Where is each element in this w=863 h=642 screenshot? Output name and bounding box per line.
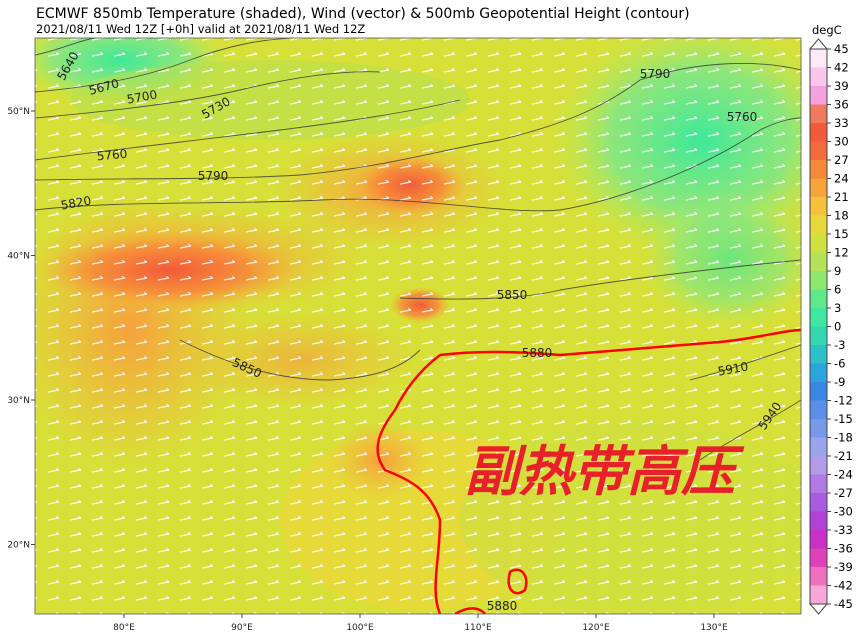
contour-label: 5700 bbox=[126, 87, 159, 106]
colorbar-cell bbox=[810, 104, 827, 124]
colorbar-cell bbox=[810, 326, 827, 346]
colorbar-label: 21 bbox=[834, 190, 849, 204]
colorbar-label: 30 bbox=[834, 135, 849, 149]
colorbar-cell bbox=[810, 271, 827, 290]
colorbar-label: -3 bbox=[834, 338, 845, 352]
colorbar-end bbox=[808, 38, 829, 50]
colorbar-label: 0 bbox=[834, 320, 841, 334]
colorbar-cell bbox=[810, 530, 827, 549]
colorbar-cell bbox=[810, 567, 827, 586]
colorbar-cell bbox=[810, 123, 827, 142]
colorbar-cell bbox=[810, 345, 827, 364]
colorbar-cell bbox=[810, 252, 827, 272]
colorbar-cell bbox=[810, 511, 827, 531]
colorbar-label: 3 bbox=[834, 301, 841, 315]
colorbar-label: 6 bbox=[834, 283, 841, 297]
contour-label: 5910 bbox=[717, 359, 750, 378]
colorbar-label: 9 bbox=[834, 264, 841, 278]
subtropical-high-contour bbox=[376, 328, 801, 614]
colorbar-label: 33 bbox=[834, 116, 849, 130]
colorbar-cell bbox=[810, 67, 827, 87]
colorbar-cell bbox=[810, 289, 827, 309]
colorbar-cell bbox=[810, 493, 827, 512]
colorbar-label: 36 bbox=[834, 98, 849, 112]
colorbar-label: -21 bbox=[834, 449, 853, 463]
colorbar-label: 27 bbox=[834, 153, 849, 167]
lon-tick-label: 80°E bbox=[113, 623, 135, 633]
colorbar-label: 39 bbox=[834, 79, 849, 93]
lon-tick-label: 90°E bbox=[231, 623, 253, 633]
annotation: 副热带高压 bbox=[465, 440, 745, 503]
colorbar-cell bbox=[810, 197, 827, 216]
colorbar-label: -12 bbox=[834, 394, 853, 408]
colorbar-cell bbox=[810, 49, 827, 68]
colorbar-label: -30 bbox=[834, 505, 853, 519]
colorbar-label: 15 bbox=[834, 227, 849, 241]
colorbar-cell bbox=[810, 86, 827, 105]
colorbar-cell bbox=[810, 419, 827, 438]
colorbar-cell bbox=[810, 437, 827, 457]
colorbar-label: -9 bbox=[834, 375, 845, 389]
colorbar-label: -39 bbox=[834, 560, 853, 574]
contour-label: 5880 bbox=[522, 346, 553, 360]
colorbar-label: -15 bbox=[834, 412, 853, 426]
lat-tick-label: 30°N bbox=[7, 396, 30, 406]
colorbar-label: 24 bbox=[834, 172, 849, 186]
colorbar-label: 42 bbox=[834, 61, 849, 75]
contours bbox=[35, 38, 801, 461]
contour-label: 5760 bbox=[727, 110, 758, 124]
colorbar-cell bbox=[810, 585, 827, 605]
colorbar-label: -42 bbox=[834, 579, 853, 593]
colorbar-label: -27 bbox=[834, 486, 853, 500]
colorbar-cell bbox=[810, 400, 827, 420]
contour-label: 5790 bbox=[640, 67, 671, 81]
subtitle: 2021/08/11 Wed 12Z [+0h] valid at 2021/0… bbox=[36, 22, 365, 36]
colorbar-cell bbox=[810, 456, 827, 475]
contour-label: 5820 bbox=[60, 193, 93, 212]
colorbar-label: -6 bbox=[834, 357, 845, 371]
colorbar-unit: degC bbox=[812, 23, 842, 37]
lon-tick-label: 100°E bbox=[346, 623, 374, 633]
map-frame bbox=[34, 37, 802, 615]
contour-label: 5850 bbox=[497, 288, 528, 302]
colorbar-cell bbox=[810, 215, 827, 235]
colorbar-label: -33 bbox=[834, 523, 853, 537]
lon-tick-label: 120°E bbox=[582, 623, 610, 633]
colorbar-cell bbox=[810, 363, 827, 383]
contour-label: 5880 bbox=[487, 599, 518, 613]
title: ECMWF 850mb Temperature (shaded), Wind (… bbox=[36, 6, 690, 22]
colorbar-cell bbox=[810, 178, 827, 198]
colorbar-cell bbox=[810, 474, 827, 494]
colorbar-cell bbox=[810, 548, 827, 568]
colorbar-label: 18 bbox=[834, 209, 849, 223]
contour-label: 5760 bbox=[96, 147, 128, 164]
contour-label: 5790 bbox=[198, 169, 229, 183]
colorbar-label: 45 bbox=[834, 42, 849, 56]
colorbar-label: 12 bbox=[834, 246, 849, 260]
colorbar-cell bbox=[810, 234, 827, 253]
colorbar-label: -45 bbox=[834, 597, 853, 611]
colorbar-label: -18 bbox=[834, 431, 853, 445]
lon-tick-label: 130°E bbox=[700, 623, 728, 633]
map-field bbox=[35, 38, 801, 614]
lon-tick-label: 110°E bbox=[464, 623, 492, 633]
colorbar-cell bbox=[810, 160, 827, 179]
colorbar-cell bbox=[810, 382, 827, 401]
colorbar-label: -24 bbox=[834, 468, 853, 482]
colorbar-cell bbox=[810, 141, 827, 161]
colorbar-label: -36 bbox=[834, 542, 853, 556]
colorbar-cell bbox=[810, 308, 827, 327]
colorbar-end bbox=[808, 603, 829, 615]
lat-tick-label: 20°N bbox=[7, 541, 30, 551]
lat-tick-label: 50°N bbox=[7, 107, 30, 117]
lat-tick-label: 40°N bbox=[7, 252, 30, 262]
